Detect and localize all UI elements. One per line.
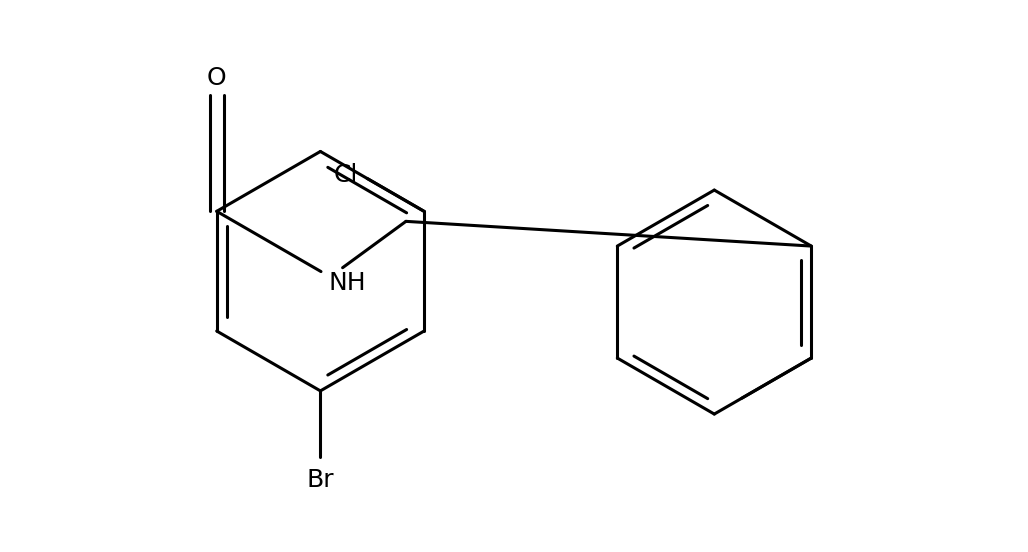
Text: O: O — [207, 66, 226, 91]
Text: NH: NH — [329, 271, 366, 295]
Text: Br: Br — [306, 468, 334, 492]
Text: Cl: Cl — [333, 163, 358, 187]
